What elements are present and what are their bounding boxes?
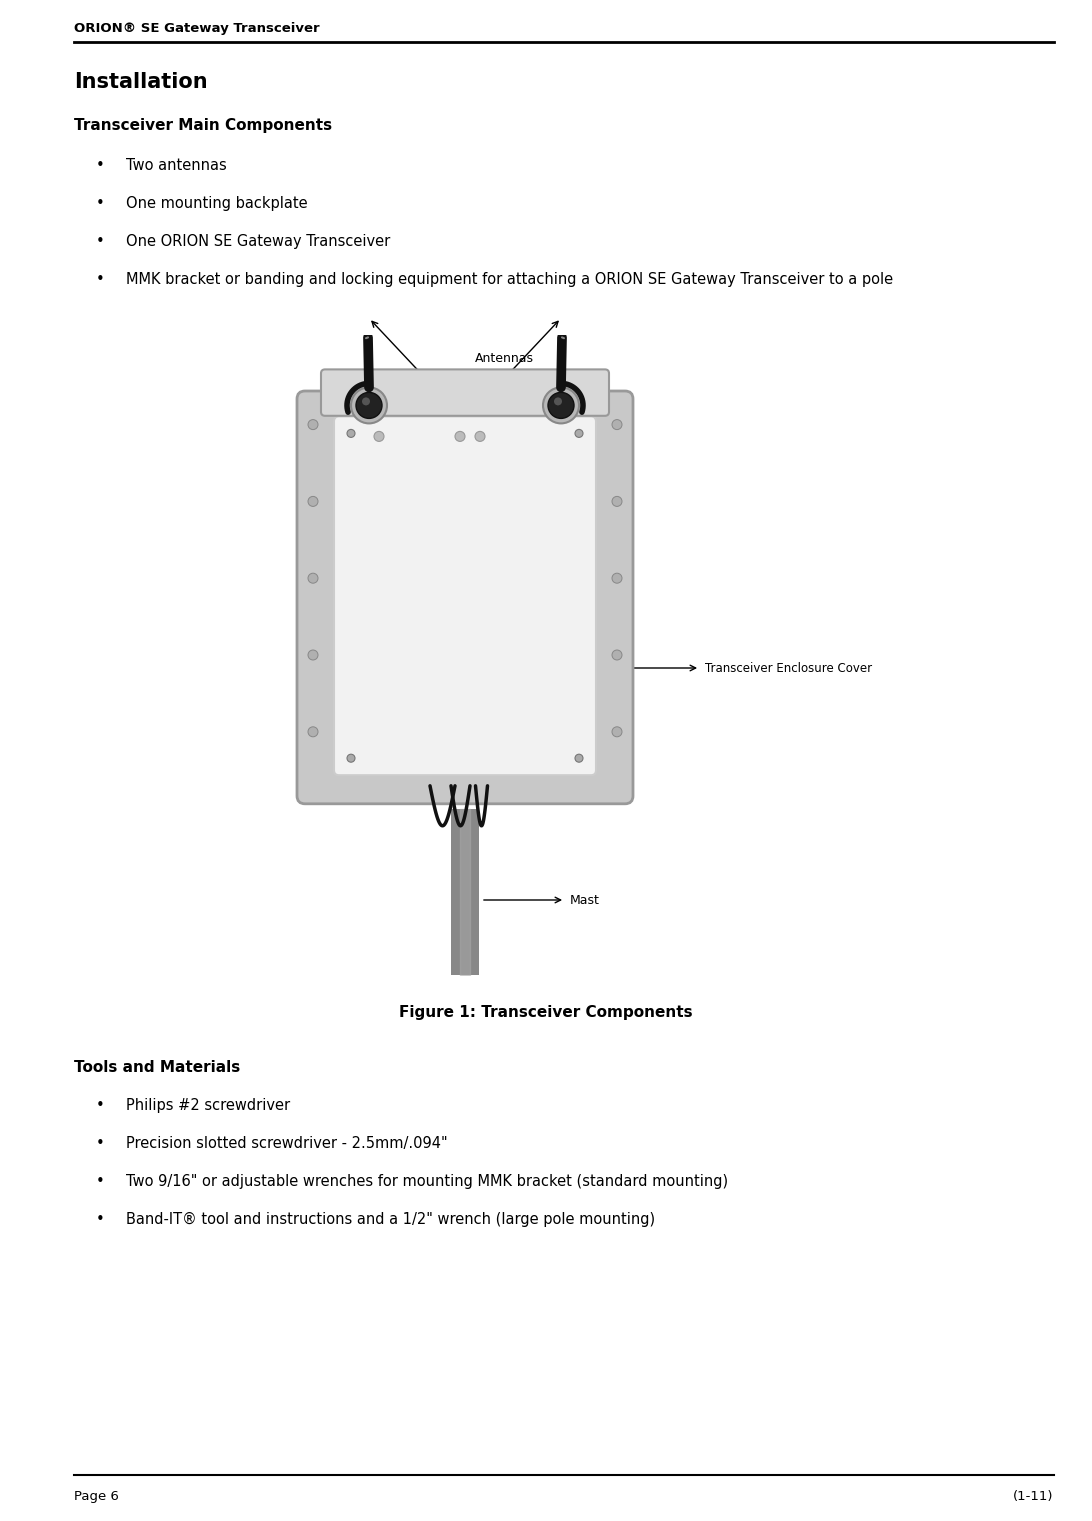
- Text: (1-11): (1-11): [1013, 1491, 1054, 1503]
- Circle shape: [612, 727, 622, 736]
- Text: Transceiver Enclosure Cover: Transceiver Enclosure Cover: [705, 662, 873, 674]
- Circle shape: [475, 432, 485, 441]
- Text: •: •: [96, 1098, 105, 1113]
- Text: •: •: [96, 1136, 105, 1151]
- Text: ORION® SE Gateway Transceiver: ORION® SE Gateway Transceiver: [74, 21, 320, 35]
- Circle shape: [554, 397, 562, 406]
- Circle shape: [347, 754, 355, 762]
- Circle shape: [308, 573, 318, 583]
- Text: •: •: [96, 1174, 105, 1189]
- Text: •: •: [96, 196, 105, 211]
- Text: Two antennas: Two antennas: [126, 158, 226, 173]
- Text: •: •: [96, 1212, 105, 1227]
- Text: Transceiver Main Components: Transceiver Main Components: [74, 119, 332, 132]
- Circle shape: [347, 429, 355, 438]
- Circle shape: [356, 392, 382, 418]
- Circle shape: [308, 420, 318, 429]
- Text: Two 9/16" or adjustable wrenches for mounting MMK bracket (standard mounting): Two 9/16" or adjustable wrenches for mou…: [126, 1174, 727, 1189]
- Circle shape: [351, 388, 387, 423]
- Circle shape: [308, 649, 318, 660]
- Circle shape: [308, 727, 318, 736]
- Circle shape: [373, 432, 384, 441]
- FancyBboxPatch shape: [334, 417, 596, 776]
- Circle shape: [363, 397, 370, 406]
- Text: Antennas: Antennas: [475, 351, 534, 365]
- Text: Philips #2 screwdriver: Philips #2 screwdriver: [126, 1098, 289, 1113]
- Circle shape: [612, 649, 622, 660]
- Circle shape: [308, 496, 318, 506]
- Text: One mounting backplate: One mounting backplate: [126, 196, 307, 211]
- Circle shape: [612, 573, 622, 583]
- Text: Tools and Materials: Tools and Materials: [74, 1060, 240, 1075]
- Circle shape: [575, 754, 583, 762]
- Circle shape: [455, 432, 465, 441]
- FancyBboxPatch shape: [297, 391, 633, 803]
- Text: •: •: [96, 234, 105, 249]
- Text: Band-IT® tool and instructions and a 1/2" wrench (large pole mounting): Band-IT® tool and instructions and a 1/2…: [126, 1212, 655, 1227]
- FancyBboxPatch shape: [321, 370, 609, 415]
- Bar: [451, 809, 479, 975]
- Circle shape: [575, 429, 583, 438]
- Text: One ORION SE Gateway Transceiver: One ORION SE Gateway Transceiver: [126, 234, 390, 249]
- Circle shape: [548, 392, 574, 418]
- Circle shape: [543, 388, 579, 423]
- Text: •: •: [96, 158, 105, 173]
- Text: Figure 1: Transceiver Components: Figure 1: Transceiver Components: [400, 1005, 692, 1021]
- Text: Page 6: Page 6: [74, 1491, 119, 1503]
- Circle shape: [612, 496, 622, 506]
- Circle shape: [612, 420, 622, 429]
- Text: Installation: Installation: [74, 71, 207, 91]
- Text: •: •: [96, 272, 105, 287]
- Text: MMK bracket or banding and locking equipment for attaching a ORION SE Gateway Tr: MMK bracket or banding and locking equip…: [126, 272, 892, 287]
- Text: Mast: Mast: [570, 893, 600, 907]
- Text: Precision slotted screwdriver - 2.5mm/.094": Precision slotted screwdriver - 2.5mm/.0…: [126, 1136, 448, 1151]
